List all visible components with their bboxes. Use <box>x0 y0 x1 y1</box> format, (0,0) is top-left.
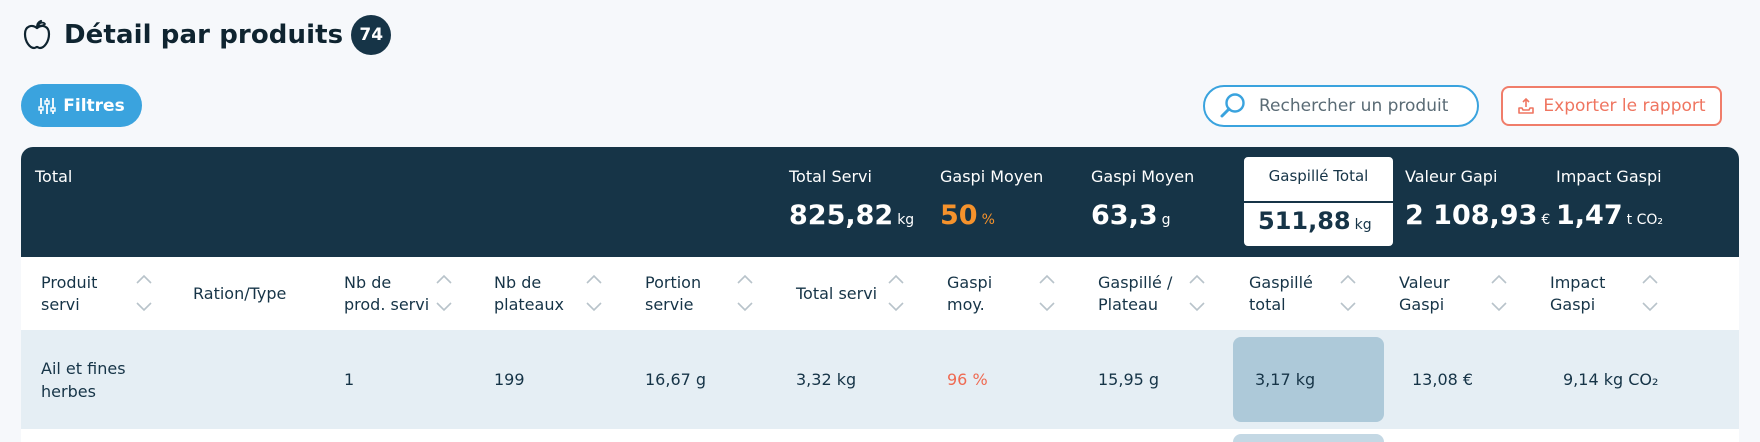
totals-label: Total <box>35 167 73 186</box>
column-header-nb-prod[interactable]: Nb de prod. servi <box>344 272 430 314</box>
column-header-ration[interactable]: Ration/Type <box>193 283 287 303</box>
cell-total-servi: 3,32 kg <box>796 370 857 389</box>
search-icon <box>1219 92 1247 120</box>
sort-arrows-icon[interactable] <box>735 271 755 317</box>
column-header-gaspille-plateau[interactable]: Gaspillé / Plateau <box>1098 272 1173 314</box>
cell-valeur-gaspi: 13,08 € <box>1412 370 1474 389</box>
table-header-row: Produit servi Ration/Type Nb de prod. se… <box>21 257 1739 330</box>
cell-gaspille-total: 3,17 kg <box>1255 370 1316 389</box>
metric-label: Gaspillé Total <box>1268 167 1369 185</box>
sliders-icon <box>38 96 56 116</box>
cell-portion: 16,67 g <box>645 370 707 389</box>
page-header: Détail par produits 74 <box>20 14 392 56</box>
sort-arrows-icon[interactable] <box>434 271 454 317</box>
cell-impact-gaspi: 9,14 kg CO₂ <box>1563 370 1659 389</box>
cell-highlight <box>1233 337 1384 422</box>
cell-gaspille-plateau: 15,95 g <box>1098 370 1160 389</box>
column-header-produit[interactable]: Produit servi <box>41 272 98 314</box>
metric-gaspi-moyen-grams: Gaspi Moyen 63,3 g <box>1091 167 1194 231</box>
product-count-badge: 74 <box>351 15 392 55</box>
metric-value: 511,88 kg <box>1258 207 1372 235</box>
filters-button-label: Filtres <box>63 95 125 116</box>
sort-arrows-icon[interactable] <box>134 271 154 317</box>
column-header-valeur-gaspi[interactable]: Valeur Gaspi <box>1399 272 1450 314</box>
metric-divider <box>1244 201 1393 203</box>
export-report-button[interactable]: Exporter le rapport <box>1501 86 1722 126</box>
sort-arrows-icon[interactable] <box>1489 271 1509 317</box>
metric-value: 50% <box>940 200 995 231</box>
metric-gaspille-total: Gaspillé Total 511,88 kg <box>1242 155 1395 248</box>
metric-impact-gaspi: Impact Gaspi 1,47 t CO₂ <box>1556 167 1663 231</box>
column-header-portion[interactable]: Portion servie <box>645 272 702 314</box>
sort-arrows-icon[interactable] <box>1037 271 1057 317</box>
metric-label: Impact Gaspi <box>1556 167 1662 186</box>
totals-band: Total Total Servi 825,82 kg Gaspi Moyen 5… <box>21 147 1739 257</box>
export-button-label: Exporter le rapport <box>1543 96 1706 116</box>
apple-icon <box>20 18 54 52</box>
cell-produit: Ail et fines herbes <box>41 358 126 401</box>
metric-total-servi: Total Servi 825,82 kg <box>789 167 914 231</box>
metric-value: 63,3 g <box>1091 200 1171 231</box>
sort-arrows-icon[interactable] <box>584 271 604 317</box>
column-header-impact-gaspi[interactable]: Impact Gaspi <box>1550 272 1606 314</box>
metric-label: Valeur Gapi <box>1405 167 1498 186</box>
metric-label: Gaspi Moyen <box>1091 167 1195 186</box>
sort-arrows-icon[interactable] <box>1187 271 1207 317</box>
metric-label: Gaspi Moyen <box>940 167 1044 186</box>
column-header-nb-plateaux[interactable]: Nb de plateaux <box>494 272 564 314</box>
metric-value: 825,82 kg <box>789 200 915 231</box>
table-row[interactable]: Ail et fines herbes 1 199 16,67 g 3,32 k… <box>21 330 1739 429</box>
column-header-gaspi-moy[interactable]: Gaspi moy. <box>947 272 993 314</box>
column-header-gaspille-total[interactable]: Gaspillé total <box>1249 272 1313 314</box>
search-input[interactable] <box>1257 95 1467 117</box>
metric-valeur-gapi: Valeur Gapi 2 108,93 € <box>1405 167 1550 231</box>
cell-highlight <box>1233 434 1384 442</box>
filters-button[interactable]: Filtres <box>21 84 142 127</box>
sort-arrows-icon[interactable] <box>1640 271 1660 317</box>
sort-arrows-icon[interactable] <box>1338 271 1358 317</box>
metric-label: Total Servi <box>789 167 872 186</box>
search-field[interactable] <box>1203 85 1479 127</box>
cell-gaspi-moy: 96 % <box>947 370 988 389</box>
cell-nb-plateaux: 199 <box>494 370 525 389</box>
sort-arrows-icon[interactable] <box>886 271 906 317</box>
column-header-total-servi[interactable]: Total servi <box>796 283 878 303</box>
table-row-partial <box>21 429 1739 442</box>
cell-nb-prod: 1 <box>344 370 355 389</box>
page-title: Détail par produits <box>64 20 344 50</box>
metric-value: 2 108,93 € <box>1405 200 1551 231</box>
metric-value: 1,47 t CO₂ <box>1556 200 1663 231</box>
export-icon <box>1517 97 1535 115</box>
metric-gaspi-moyen-percent: Gaspi Moyen 50% <box>940 167 1043 231</box>
